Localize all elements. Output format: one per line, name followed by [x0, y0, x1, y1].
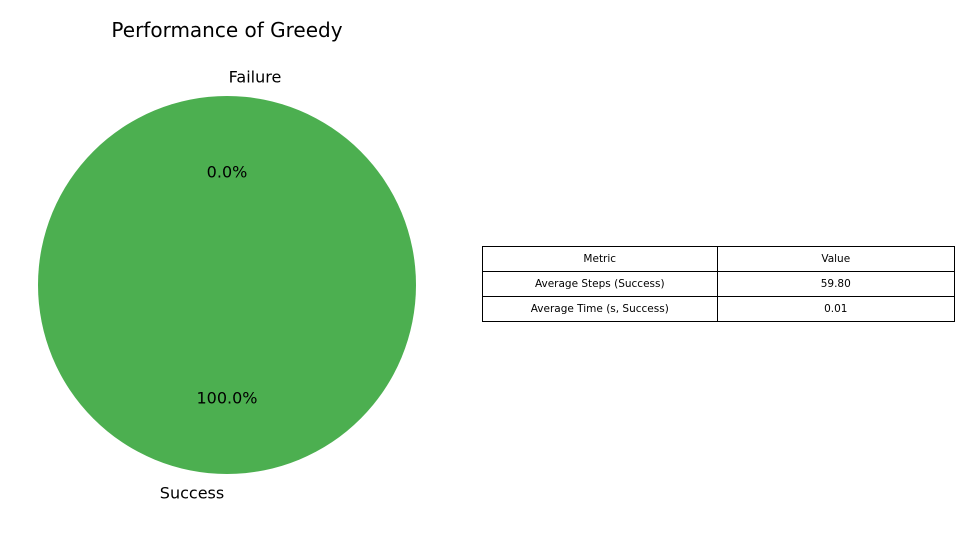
table-cell-metric: Average Steps (Success) — [482, 271, 718, 297]
slice-label-failure: Failure — [228, 67, 282, 87]
table-row: Average Time (s, Success) 0.01 — [482, 296, 956, 322]
slice-pct-failure: 0.0% — [206, 162, 248, 182]
table-cell-metric: Average Time (s, Success) — [482, 296, 718, 322]
table-header-row: Metric Value — [482, 246, 956, 272]
metrics-table: Metric Value Average Steps (Success) 59.… — [482, 246, 956, 322]
slice-pct-success: 100.0% — [196, 388, 258, 408]
table-row: Average Steps (Success) 59.80 — [482, 271, 956, 297]
pie-slice-success — [38, 96, 416, 474]
table-cell-value: 0.01 — [716, 296, 956, 322]
table-header-metric: Metric — [482, 246, 718, 272]
slice-label-success: Success — [159, 483, 225, 503]
table-cell-value: 59.80 — [716, 271, 956, 297]
chart-title: Performance of Greedy — [111, 18, 343, 42]
table-header-value: Value — [716, 246, 956, 272]
